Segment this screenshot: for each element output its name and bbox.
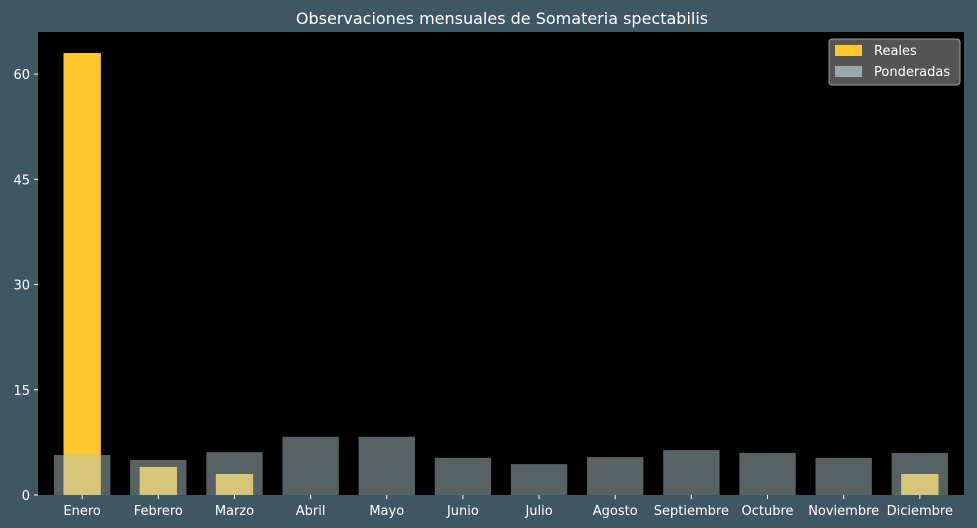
bar-ponderadas-septiembre — [663, 450, 720, 495]
legend-swatch-reales — [835, 45, 862, 56]
legend: Reales Ponderadas — [828, 38, 961, 86]
legend-swatch-ponderadas — [835, 66, 862, 77]
bar-ponderadas-junio — [434, 457, 492, 495]
x-tick-label: Junio — [446, 504, 479, 519]
bar-ponderadas-octubre — [739, 452, 796, 495]
x-tick-label: Diciembre — [887, 504, 953, 519]
x-tick-label: Abril — [296, 504, 326, 519]
bar-ponderadas-marzo — [206, 452, 263, 495]
legend-label-reales: Reales — [874, 44, 917, 59]
y-tick-label: 60 — [13, 68, 30, 83]
bars-layer — [53, 53, 949, 495]
bar-ponderadas-abril — [282, 436, 339, 495]
y-tick-label: 30 — [13, 279, 30, 294]
bar-ponderadas-mayo — [358, 436, 415, 495]
bar-ponderadas-diciembre — [891, 452, 949, 495]
x-tick-label: Febrero — [134, 504, 183, 519]
chart-title: Observaciones mensuales de Somateria spe… — [296, 9, 708, 28]
bar-ponderadas-noviembre — [815, 457, 872, 495]
x-tick-label: Mayo — [369, 504, 404, 519]
y-tick-label: 45 — [13, 173, 30, 188]
x-tick-label: Septiembre — [654, 504, 729, 519]
y-tick-label: 15 — [13, 384, 30, 399]
axes-layer: 0 15 30 45 60 Enero Febrero Marzo Abril Mayo Junio… — [13, 68, 953, 519]
x-tick-label: Noviembre — [808, 504, 879, 519]
bar-ponderadas-enero — [53, 455, 111, 495]
x-tick-label: Agosto — [593, 504, 638, 519]
x-tick-label: Octubre — [742, 504, 794, 519]
legend-label-ponderadas: Ponderadas — [874, 65, 950, 80]
x-tick-label: Enero — [63, 504, 101, 519]
x-tick-label: Julio — [524, 504, 552, 519]
bar-ponderadas-julio — [510, 464, 568, 495]
y-tick-label: 0 — [22, 489, 30, 504]
plot-area — [38, 32, 964, 495]
x-tick-label: Marzo — [215, 504, 254, 519]
bar-reales-enero — [63, 53, 101, 495]
bar-ponderadas-agosto — [587, 457, 644, 495]
bar-ponderadas-febrero — [130, 459, 187, 495]
